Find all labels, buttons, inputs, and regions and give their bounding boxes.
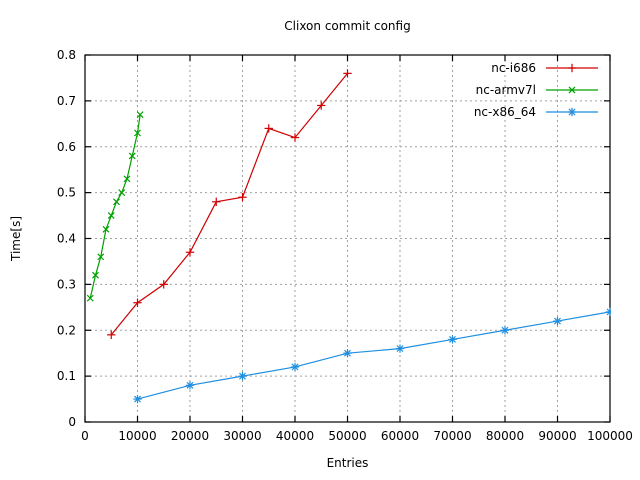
legend-label-nc-x86_64: nc-x86_64 [474,105,536,119]
data-point-marker [317,101,326,110]
series-nc-x86_64 [133,307,611,404]
data-point-marker [212,197,221,206]
data-point-marker [123,175,131,183]
data-point-marker [133,298,142,307]
series-nc-i686 [107,69,352,340]
x-axis-tick-label: 0 [81,429,89,443]
data-point-marker [102,225,110,233]
y-axis-tick-label: 0.3 [57,277,76,291]
chart-title: Clixon commit config [284,19,410,33]
data-point-marker [159,280,168,289]
x-axis-tick-label: 10000 [118,429,156,443]
x-axis-tick-label: 90000 [538,429,576,443]
data-point-marker [605,307,611,317]
data-point-marker [343,69,352,78]
legend: nc-i686 nc-armv7l nc-x86_64 [474,61,598,119]
data-point-marker [290,133,300,142]
data-point-marker [92,271,99,279]
series-nc-armv7l [86,111,144,302]
legend-label-nc-i686: nc-i686 [491,61,536,75]
x-axis-label: Entries [327,456,369,470]
y-axis-tick-label: 0.8 [57,48,76,62]
data-series-group [86,69,611,404]
data-point-marker [128,152,136,160]
data-point-marker [568,86,576,94]
y-axis-label: Time[s] [9,216,23,262]
y-axis-tick-label: 0.6 [57,140,76,154]
x-axis-tick-label: 60000 [381,429,419,443]
y-axis-tick-label: 0.5 [57,186,76,200]
legend-label-nc-armv7l: nc-armv7l [476,83,536,97]
x-axis-ticks: 0 10000 20000 30000 40000 50000 60000 70000 8000… [81,55,633,443]
data-point-marker [448,335,457,344]
data-point-marker [185,381,195,390]
y-axis-tick-label: 0.2 [57,323,76,337]
data-point-marker [134,129,141,137]
data-point-marker [136,111,144,119]
data-point-marker [238,193,247,202]
data-point-marker [500,326,510,335]
x-axis-tick-label: 20000 [171,429,209,443]
y-axis-ticks: 0 0.1 0.2 0.3 0.4 0.5 0.6 0.7 0.8 [57,48,610,429]
data-point-marker [133,394,142,404]
x-axis-tick-label: 30000 [223,429,261,443]
y-axis-tick-label: 0.1 [57,369,76,383]
data-point-marker [264,124,273,133]
x-axis-tick-label: 50000 [328,429,366,443]
x-axis-tick-label: 80000 [486,429,524,443]
x-axis-tick-label: 40000 [276,429,314,443]
y-axis-tick-label: 0.7 [57,94,76,108]
data-point-marker [290,362,300,372]
data-point-marker [107,330,116,340]
y-axis-tick-label: 0 [68,415,76,429]
data-point-marker [553,316,562,326]
data-point-marker [118,189,126,197]
x-axis-tick-label: 70000 [433,429,471,443]
data-point-marker [343,348,352,358]
data-point-marker [395,344,405,353]
data-point-marker [567,107,577,117]
data-point-marker [113,198,120,206]
grid-lines [84,54,611,423]
data-point-marker [86,294,94,302]
data-point-marker [97,253,105,261]
data-point-marker [107,212,115,220]
x-axis-tick-label: 100000 [587,429,633,443]
data-point-marker [567,63,577,73]
data-point-marker [238,371,247,381]
y-axis-tick-label: 0.4 [57,232,76,246]
data-point-marker [185,248,195,257]
